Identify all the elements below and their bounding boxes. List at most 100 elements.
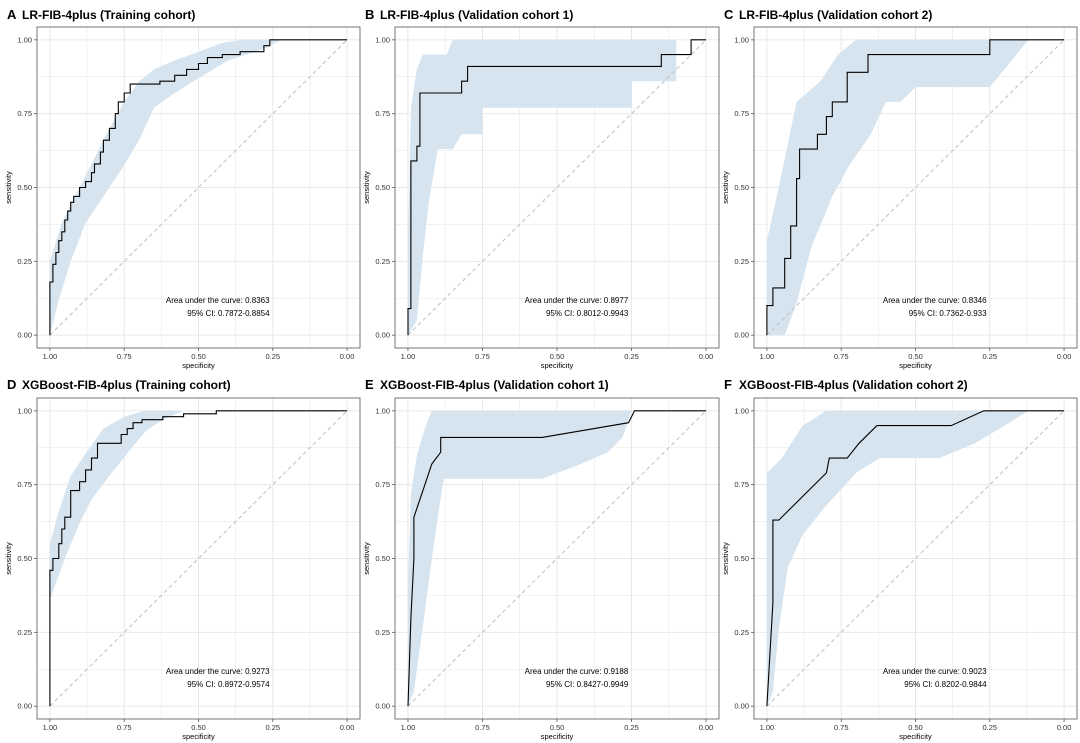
panel-title: LR-FIB-4plus (Training cohort) [22, 8, 195, 22]
ci-band [408, 39, 706, 336]
x-axis-label: specificity [541, 732, 574, 741]
panel-letter: B [365, 7, 374, 22]
roc-curve [49, 39, 348, 336]
y-tick-label: 0.75 [17, 109, 32, 118]
y-tick-label: 0.75 [375, 109, 390, 118]
x-axis-label: specificity [899, 361, 932, 370]
auc-annotation: Area under the curve: 0.9188 [525, 667, 629, 676]
x-axis-label: specificity [899, 732, 932, 741]
x-tick-label: 0.75 [117, 723, 132, 732]
auc-annotation: Area under the curve: 0.8977 [525, 296, 629, 305]
y-tick-label: 1.00 [17, 406, 32, 415]
y-tick-label: 0.75 [734, 109, 749, 118]
ci-annotation: 95% CI: 0.7362-0.933 [909, 309, 987, 318]
y-tick-label: 0.50 [17, 554, 32, 563]
x-tick-label: 0.75 [117, 352, 132, 361]
x-tick-label: 0.25 [265, 352, 280, 361]
auc-annotation: Area under the curve: 0.8346 [883, 296, 987, 305]
panel-title: LR-FIB-4plus (Validation cohort 1) [380, 8, 573, 22]
x-tick-label: 0.25 [982, 723, 997, 732]
y-tick-label: 0.50 [375, 554, 390, 563]
x-tick-label: 0.25 [265, 723, 280, 732]
x-tick-label: 0.75 [475, 352, 490, 361]
y-tick-label: 0.75 [375, 480, 390, 489]
ci-annotation: 95% CI: 0.7872-0.8854 [187, 309, 270, 318]
y-axis-label: sensitivity [4, 171, 13, 204]
x-tick-label: 0.25 [624, 723, 639, 732]
y-axis-label: sensitivity [4, 542, 13, 575]
y-axis-label: sensitivity [362, 171, 371, 204]
y-tick-label: 1.00 [734, 406, 749, 415]
y-axis-label: sensitivity [362, 542, 371, 575]
roc-panel-a: A LR-FIB-4plus (Training cohort) 1.00 0.75 0… [4, 7, 361, 370]
ci-band [766, 39, 1065, 336]
x-tick-label: 1.00 [760, 352, 775, 361]
roc-panel-b: B LR-FIB-4plus (Validation cohort 1) 1.00 0… [362, 7, 720, 370]
y-tick-label: 0.50 [734, 183, 749, 192]
panel-letter: E [365, 377, 374, 392]
y-tick-label: 0.00 [17, 331, 32, 340]
x-tick-label: 0.00 [699, 723, 714, 732]
auc-annotation: Area under the curve: 0.9273 [166, 667, 270, 676]
y-tick-label: 0.25 [375, 628, 390, 637]
y-tick-label: 0.50 [375, 183, 390, 192]
x-tick-label: 0.50 [908, 723, 923, 732]
x-tick-label: 0.00 [340, 723, 355, 732]
y-tick-label: 0.25 [375, 257, 390, 266]
y-tick-label: 0.25 [734, 628, 749, 637]
y-axis-label: sensitivity [721, 171, 730, 204]
roc-panel-c: C LR-FIB-4plus (Validation cohort 2) 1.00 0… [721, 7, 1078, 370]
y-tick-label: 0.50 [734, 554, 749, 563]
x-tick-label: 0.00 [1057, 352, 1072, 361]
ci-annotation: 95% CI: 0.8202-0.9844 [904, 680, 987, 689]
x-tick-label: 1.00 [760, 723, 775, 732]
ci-band [766, 410, 1065, 707]
x-tick-label: 0.00 [699, 352, 714, 361]
ci-annotation: 95% CI: 0.8012-0.9943 [546, 309, 629, 318]
roc-curve [407, 39, 706, 336]
y-tick-label: 1.00 [375, 406, 390, 415]
ci-band [408, 410, 706, 707]
y-tick-label: 0.50 [17, 183, 32, 192]
y-tick-label: 0.00 [734, 702, 749, 711]
y-tick-label: 0.25 [734, 257, 749, 266]
roc-curve [49, 410, 348, 707]
panel-letter: A [7, 7, 17, 22]
x-tick-label: 0.50 [191, 352, 206, 361]
panel-title: XGBoost-FIB-4plus (Training cohort) [22, 378, 231, 392]
panel-title: XGBoost-FIB-4plus (Validation cohort 2) [739, 378, 968, 392]
y-tick-label: 1.00 [375, 35, 390, 44]
x-tick-label: 0.75 [834, 352, 849, 361]
roc-panel-d: D XGBoost-FIB-4plus (Training cohort) 1.00… [4, 377, 361, 741]
roc-curve [766, 410, 1065, 707]
roc-panel-f: F XGBoost-FIB-4plus (Validation cohort 2)… [721, 377, 1078, 741]
x-tick-label: 0.75 [475, 723, 490, 732]
x-axis-label: specificity [541, 361, 574, 370]
panel-letter: C [724, 7, 734, 22]
y-tick-label: 0.00 [17, 702, 32, 711]
panel-letter: F [724, 377, 732, 392]
ci-band [49, 39, 348, 336]
x-axis-label: specificity [182, 361, 215, 370]
y-tick-label: 1.00 [17, 35, 32, 44]
roc-panel-e: E XGBoost-FIB-4plus (Validation cohort 1)… [362, 377, 720, 741]
y-tick-label: 0.00 [375, 702, 390, 711]
x-tick-label: 0.50 [908, 352, 923, 361]
ci-annotation: 95% CI: 0.8972-0.9574 [187, 680, 270, 689]
roc-curve [407, 410, 706, 707]
x-tick-label: 0.50 [550, 723, 565, 732]
roc-curve [766, 39, 1065, 336]
y-tick-label: 0.75 [17, 480, 32, 489]
x-tick-label: 1.00 [43, 352, 58, 361]
y-tick-label: 0.25 [17, 257, 32, 266]
x-tick-label: 0.00 [340, 352, 355, 361]
y-tick-label: 0.00 [734, 331, 749, 340]
x-tick-label: 0.75 [834, 723, 849, 732]
y-tick-label: 0.75 [734, 480, 749, 489]
y-axis-label: sensitivity [721, 542, 730, 575]
panel-letter: D [7, 377, 16, 392]
x-tick-label: 0.25 [624, 352, 639, 361]
x-axis-label: specificity [182, 732, 215, 741]
auc-annotation: Area under the curve: 0.9023 [883, 667, 987, 676]
